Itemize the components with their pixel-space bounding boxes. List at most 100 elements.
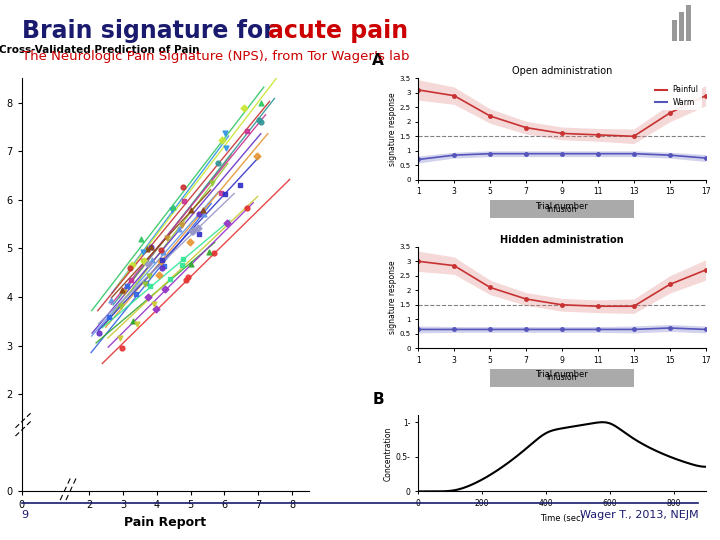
Point [238,104,250,113]
Y-axis label: Predicted Pain Report: Predicted Pain Report [0,217,1,353]
Point [235,181,246,190]
Point [241,126,253,135]
Bar [490,200,634,218]
Point [150,305,162,314]
Point [127,316,139,325]
Point [153,271,164,279]
Point [139,257,150,266]
Text: Infusion: Infusion [546,373,577,382]
Text: Wager T., 2013, NEJM: Wager T., 2013, NEJM [580,510,698,521]
Point [253,116,265,124]
Text: Cross-Validated Prediction of Pain: Cross-Validated Prediction of Pain [0,45,199,55]
Y-axis label: Concentration: Concentration [384,426,393,481]
Point [242,204,253,212]
Point [156,257,167,266]
Point [156,264,168,272]
Legend: Painful, Warm: Painful, Warm [652,82,702,110]
Point [126,261,138,270]
Text: The Neurologic Pain Signature (NPS), from Tor Wager’s lab: The Neurologic Pain Signature (NPS), fro… [22,50,409,63]
Point [114,334,126,342]
Point [256,98,267,107]
Text: acute pain: acute pain [268,19,408,43]
Text: B: B [372,393,384,408]
Point [146,256,158,265]
Point [167,202,179,211]
X-axis label: Trial number: Trial number [536,202,588,211]
Point [144,282,156,291]
Text: Brain signature for: Brain signature for [22,19,283,43]
Point [143,271,155,280]
Point [184,237,195,246]
Point [219,129,230,137]
Point [118,287,130,296]
Bar [490,369,634,387]
Point [177,255,189,264]
Point [221,144,233,152]
Point [187,226,199,235]
Point [212,159,223,168]
Title: Hidden administration: Hidden administration [500,234,624,245]
Y-axis label: signature response: signature response [387,261,397,334]
X-axis label: Trial number: Trial number [536,370,588,380]
Title: Open administration: Open administration [512,66,612,76]
Point [121,281,132,290]
Point [158,262,170,271]
Point [140,279,152,288]
Point [166,206,178,214]
Point [215,188,226,197]
Point [145,242,157,251]
Point [159,285,171,294]
Point [251,152,263,160]
Point [176,261,188,269]
Point [179,197,190,205]
Point [117,343,128,352]
Point [203,247,215,256]
Point [104,313,115,321]
Text: Infusion: Infusion [546,205,577,214]
Point [220,190,231,198]
Point [256,118,267,126]
Point [132,320,143,329]
Point [193,210,204,218]
Point [192,224,204,232]
Point [125,276,137,285]
Text: A: A [372,53,384,68]
Point [161,234,173,243]
Point [148,300,160,308]
Point [156,256,168,265]
X-axis label: Pain Report: Pain Report [125,516,207,529]
Point [117,286,128,294]
Point [130,289,141,298]
Point [216,136,228,144]
Point [185,260,197,268]
Point [140,279,151,288]
Point [115,302,127,310]
Point [208,248,220,257]
Point [138,248,149,256]
X-axis label: Time (sec): Time (sec) [540,514,584,523]
Point [177,183,189,192]
Point [222,219,233,228]
Point [141,245,153,254]
Point [194,230,205,238]
Point [142,260,153,268]
Text: 9: 9 [22,510,29,521]
Point [135,234,146,243]
Point [94,329,105,338]
Point [124,264,135,273]
Point [165,275,176,284]
Point [138,256,149,265]
Point [183,273,194,281]
Point [207,179,218,187]
Point [157,248,168,257]
Point [198,210,210,218]
Point [180,275,192,284]
Y-axis label: signature response: signature response [387,92,397,166]
Point [105,296,117,305]
Point [176,221,188,230]
Point [143,293,154,301]
Point [185,205,197,214]
Point [197,206,209,215]
Point [145,242,156,251]
Point [156,246,167,254]
